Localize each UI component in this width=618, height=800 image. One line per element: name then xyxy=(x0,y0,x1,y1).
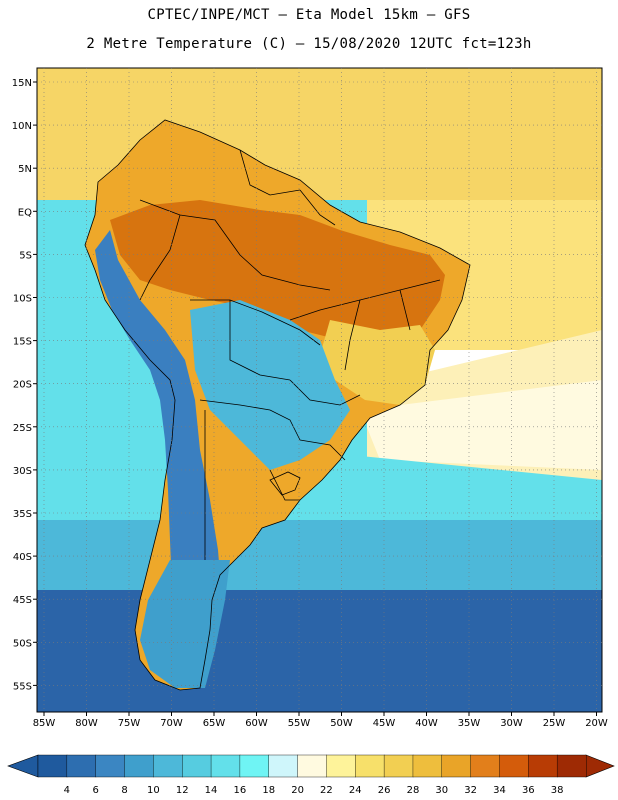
lat-label: 5S xyxy=(19,250,32,261)
colorbar-level-label: 8 xyxy=(121,785,127,796)
lon-label: 60W xyxy=(245,718,268,729)
colorbar-level-label: 28 xyxy=(407,785,420,796)
colorbar-level-label: 34 xyxy=(493,785,506,796)
colorbar-over-arrow xyxy=(585,754,615,778)
lat-label: 55S xyxy=(13,681,32,692)
lat-label: 20S xyxy=(13,380,32,391)
colorbar-level-label: 6 xyxy=(92,785,98,796)
lon-label: 75W xyxy=(118,718,141,729)
colorbar-swatch xyxy=(441,754,472,778)
lat-label: 45S xyxy=(13,595,32,606)
longitude-labels: 85W 80W 75W 70W 65W 60W 55W 50W 45W 40W 35W 30W 25W 2… xyxy=(33,718,608,729)
colorbar-swatch xyxy=(37,754,68,778)
map-title-line-2: 2 Metre Temperature (C) – 15/08/2020 12U… xyxy=(86,36,532,52)
colorbar-swatch xyxy=(528,754,558,778)
lon-label: 55W xyxy=(288,718,311,729)
graticule xyxy=(37,68,602,712)
eastern-brazil-region xyxy=(320,320,435,405)
lon-label: 85W xyxy=(33,718,56,729)
lat-label: 40S xyxy=(13,552,32,563)
lon-label: 65W xyxy=(203,718,226,729)
colorbar-swatch xyxy=(66,754,97,778)
colorbar-level-label: 30 xyxy=(435,785,448,796)
patagonia-region xyxy=(140,560,230,688)
colorbar-swatch xyxy=(499,754,529,778)
political-borders xyxy=(84,119,471,691)
colorbar-swatch xyxy=(412,754,443,778)
southern-ocean-field xyxy=(37,590,602,712)
map-title-line-1: CPTEC/INPE/MCT – Eta Model 15km – GFS xyxy=(147,7,471,23)
lat-label: 10S xyxy=(13,294,32,305)
lat-label: 5N xyxy=(18,164,32,175)
colorbar-level-label: 16 xyxy=(234,785,247,796)
colorbar-level-label: 4 xyxy=(64,785,70,796)
lon-label: 40W xyxy=(415,718,438,729)
colorbar-swatch xyxy=(470,754,500,778)
colorbar-level-label: 22 xyxy=(320,785,333,796)
colorbar-swatch xyxy=(153,754,183,778)
colorbar-level-label: 10 xyxy=(147,785,160,796)
colorbar-level-label: 24 xyxy=(349,785,362,796)
map-field xyxy=(37,68,602,712)
amazon-hot-region xyxy=(110,200,445,340)
colorbar-level-label: 18 xyxy=(262,785,275,796)
colorbar-swatch xyxy=(124,754,154,778)
colorbar-swatch xyxy=(239,754,270,778)
colorbar-swatch xyxy=(383,754,414,778)
lon-label: 30W xyxy=(500,718,523,729)
colorbar-level-label: 36 xyxy=(522,785,535,796)
colorbar-swatch xyxy=(95,754,126,778)
latitude-labels: 15N 10N 5N EQ 5S 10S 15S 20S 25S 30S 35S 40S 45S 50S 5… xyxy=(12,78,32,692)
lat-label: 15S xyxy=(13,337,32,348)
colorbar-swatch xyxy=(268,754,299,778)
lat-label: 50S xyxy=(13,638,32,649)
colorbar-level-label: 14 xyxy=(205,785,218,796)
colorbar-swatch xyxy=(182,754,212,778)
colorbar-swatch xyxy=(210,754,241,778)
map-frame xyxy=(36,67,603,713)
colorbar-under-arrow xyxy=(7,754,39,778)
colorbar-swatch xyxy=(326,754,356,778)
lon-label: 80W xyxy=(75,718,98,729)
lat-label: 15N xyxy=(12,78,32,89)
temperature-colorbar: 4 6 8 10 12 14 16 18 20 22 24 26 28 30 32 34 36 38 xyxy=(7,754,615,796)
lat-label: 30S xyxy=(13,466,32,477)
lon-label: 25W xyxy=(543,718,566,729)
lat-label: 25S xyxy=(13,423,32,434)
northern-warm-region xyxy=(160,150,330,215)
colorbar-swatch xyxy=(297,754,327,778)
axis-ticks xyxy=(33,81,597,716)
colorbar-level-label: 12 xyxy=(176,785,189,796)
colorbar-level-label: 32 xyxy=(464,785,477,796)
colorbar-level-label: 20 xyxy=(291,785,304,796)
lat-label: EQ xyxy=(18,207,32,218)
light-band xyxy=(360,380,602,470)
lat-label: 10N xyxy=(12,121,32,132)
lon-label: 35W xyxy=(458,718,481,729)
colorbar-level-label: 38 xyxy=(551,785,564,796)
lat-label: 35S xyxy=(13,509,32,520)
colorbar-swatch xyxy=(355,754,385,778)
colorbar-level-label: 26 xyxy=(378,785,391,796)
lon-label: 45W xyxy=(373,718,396,729)
colorbar-swatch xyxy=(556,754,587,778)
lon-label: 70W xyxy=(160,718,183,729)
lon-label: 20W xyxy=(585,718,608,729)
lon-label: 50W xyxy=(330,718,353,729)
